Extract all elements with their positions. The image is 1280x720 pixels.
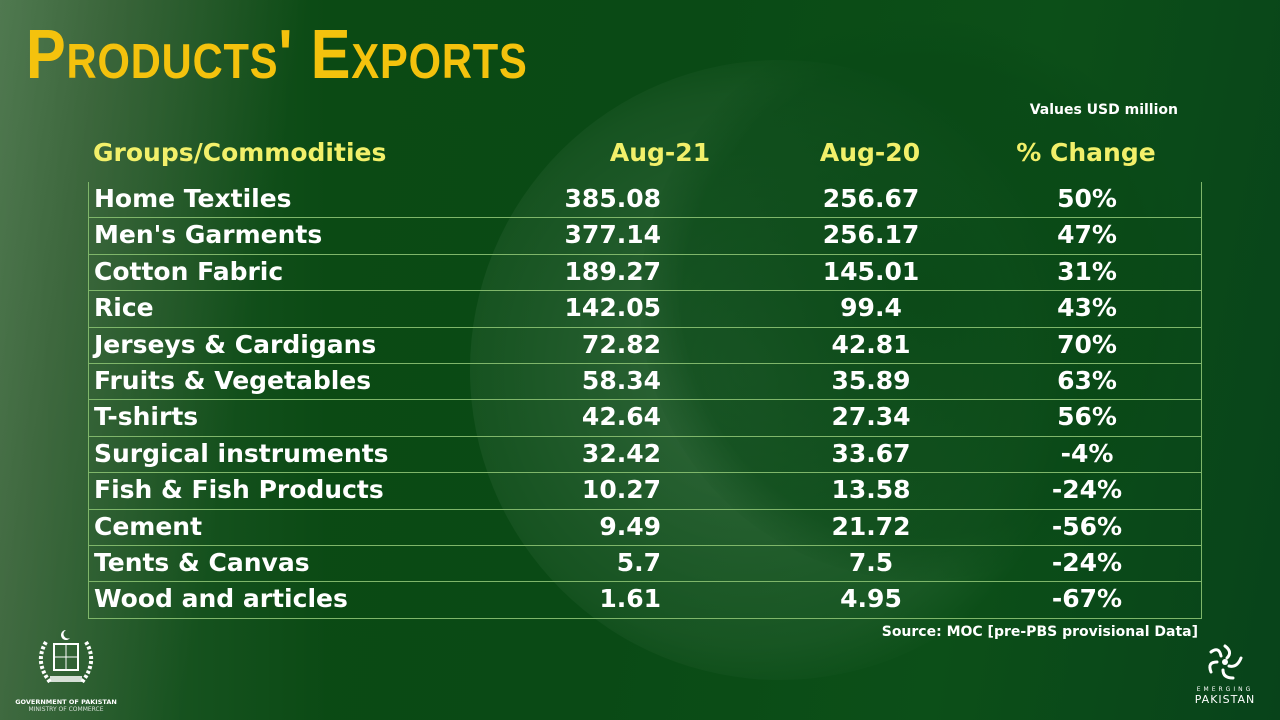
aug-21-cell-value: 385.08 <box>564 184 662 213</box>
government-label: GOVERNMENT OF PAKISTAN <box>15 698 117 706</box>
aug-21-cell-value: 32.42 <box>581 438 662 468</box>
header-pct-change: % Change <box>1016 138 1156 167</box>
coat-of-arms-icon <box>38 630 94 684</box>
aug-20-cell-value: 256.17 <box>822 220 920 250</box>
pct-change-cell-value: -56% <box>1051 511 1123 541</box>
header-aug-20: Aug-20 <box>819 138 921 167</box>
table-row: Fish & Fish Products 10.27 13.58 -24% <box>89 473 1201 510</box>
pct-change-cell-value: -24% <box>1051 547 1123 577</box>
commodity-cell: T-shirts <box>94 402 199 432</box>
page-title: Products' Exports <box>26 15 528 93</box>
commodity-cell: Tents & Canvas <box>94 547 310 577</box>
commodity-cell: Men's Garments <box>94 220 323 250</box>
commodity-cell: Fruits & Vegetables <box>94 365 372 395</box>
commodity-cell: Wood and articles <box>94 584 348 614</box>
aug-20-cell-value: 4.95 <box>840 584 902 614</box>
table-row: Men's Garments 377.14 256.17 47% <box>89 218 1201 255</box>
table-row: Cement 9.49 21.72 -56% <box>89 510 1201 546</box>
aug-20-cell-value: 7.5 <box>848 547 894 577</box>
emerging-pakistan-logo: EMERGING PAKISTAN <box>1190 642 1260 706</box>
pct-change-cell-value: 47% <box>1057 220 1117 250</box>
pct-change-cell-value: 63% <box>1057 365 1117 395</box>
aug-20-cell-value: 35.89 <box>831 365 911 395</box>
commodity-cell: Rice <box>94 293 154 323</box>
aug-20-cell-value: 21.72 <box>831 511 911 541</box>
aug-21-cell-value: 5.7 <box>616 547 662 577</box>
pct-change-cell-value: 70% <box>1057 329 1117 359</box>
commodity-cell: Fish & Fish Products <box>94 475 384 505</box>
pakistan-label: PAKISTAN <box>1194 693 1256 706</box>
aug-20-cell-value: 33.67 <box>831 438 911 468</box>
table-row: T-shirts 42.64 27.34 56% <box>89 400 1201 437</box>
aug-21-cell-value: 142.05 <box>564 293 662 323</box>
table-row: Cotton Fabric 189.27 145.01 31% <box>89 255 1201 292</box>
table-row: Rice 142.05 99.4 43% <box>89 291 1201 328</box>
table-row: Tents & Canvas 5.7 7.5 -24% <box>89 546 1201 583</box>
emerging-label: EMERGING <box>1196 686 1254 693</box>
table-row: Wood and articles 1.61 4.95 -67% <box>89 582 1201 619</box>
commodity-cell: Jerseys & Cardigans <box>94 329 377 359</box>
source-note: Source: MOC [pre-PBS provisional Data] <box>881 624 1198 640</box>
exports-table: Home Textiles 385.08 256.67 50% Men's Garmen… <box>88 182 1202 619</box>
pct-change-cell-value: -67% <box>1051 584 1123 614</box>
table-row: Jerseys & Cardigans 72.82 42.81 70% <box>89 328 1201 364</box>
pct-change-cell-value: -4% <box>1060 438 1114 468</box>
commodity-cell: Surgical instruments <box>94 438 389 468</box>
flag-white-band <box>0 0 330 720</box>
aug-21-cell-value: 377.14 <box>564 220 662 250</box>
pct-change-cell-value: 43% <box>1057 293 1117 323</box>
government-logo: GOVERNMENT OF PAKISTAN MINISTRY OF COMME… <box>6 628 126 713</box>
pct-change-cell-value: 31% <box>1057 256 1117 286</box>
commodity-cell: Cement <box>94 511 203 541</box>
table-row: Fruits & Vegetables 58.34 35.89 63% <box>89 364 1201 401</box>
aug-21-cell-value: 58.34 <box>581 365 662 395</box>
commodity-cell: Home Textiles <box>94 184 292 213</box>
aug-20-cell-value: 13.58 <box>831 475 911 505</box>
aug-21-cell-value: 189.27 <box>564 256 662 286</box>
table-row: Surgical instruments 32.42 33.67 -4% <box>89 437 1201 474</box>
header-aug-21: Aug-21 <box>609 138 711 167</box>
aug-21-cell-value: 10.27 <box>581 475 662 505</box>
pct-change-cell-value: -24% <box>1051 475 1123 505</box>
aug-21-cell-value: 1.61 <box>599 584 661 614</box>
header-commodities: Groups/Commodities <box>93 138 387 167</box>
aug-20-cell-value: 27.34 <box>831 402 911 432</box>
table-row: Home Textiles 385.08 256.67 50% <box>89 182 1201 219</box>
pct-change-cell-value: 56% <box>1057 402 1117 432</box>
aug-21-cell-value: 72.82 <box>581 329 662 359</box>
aug-20-cell-value: 145.01 <box>822 256 920 286</box>
aug-20-cell-value: 42.81 <box>831 329 911 359</box>
aug-21-cell-value: 42.64 <box>581 402 662 432</box>
aug-20-cell-value: 256.67 <box>822 184 920 213</box>
ministry-label: MINISTRY OF COMMERCE <box>28 706 104 713</box>
units-note: Values USD million <box>1029 102 1178 118</box>
pct-change-cell-value: 50% <box>1057 184 1117 213</box>
aug-20-cell-value: 99.4 <box>840 293 902 323</box>
flag-crescent-cut <box>640 20 1200 580</box>
emerging-pakistan-icon <box>1208 644 1243 680</box>
commodity-cell: Cotton Fabric <box>94 256 284 286</box>
aug-21-cell-value: 9.49 <box>599 511 661 541</box>
